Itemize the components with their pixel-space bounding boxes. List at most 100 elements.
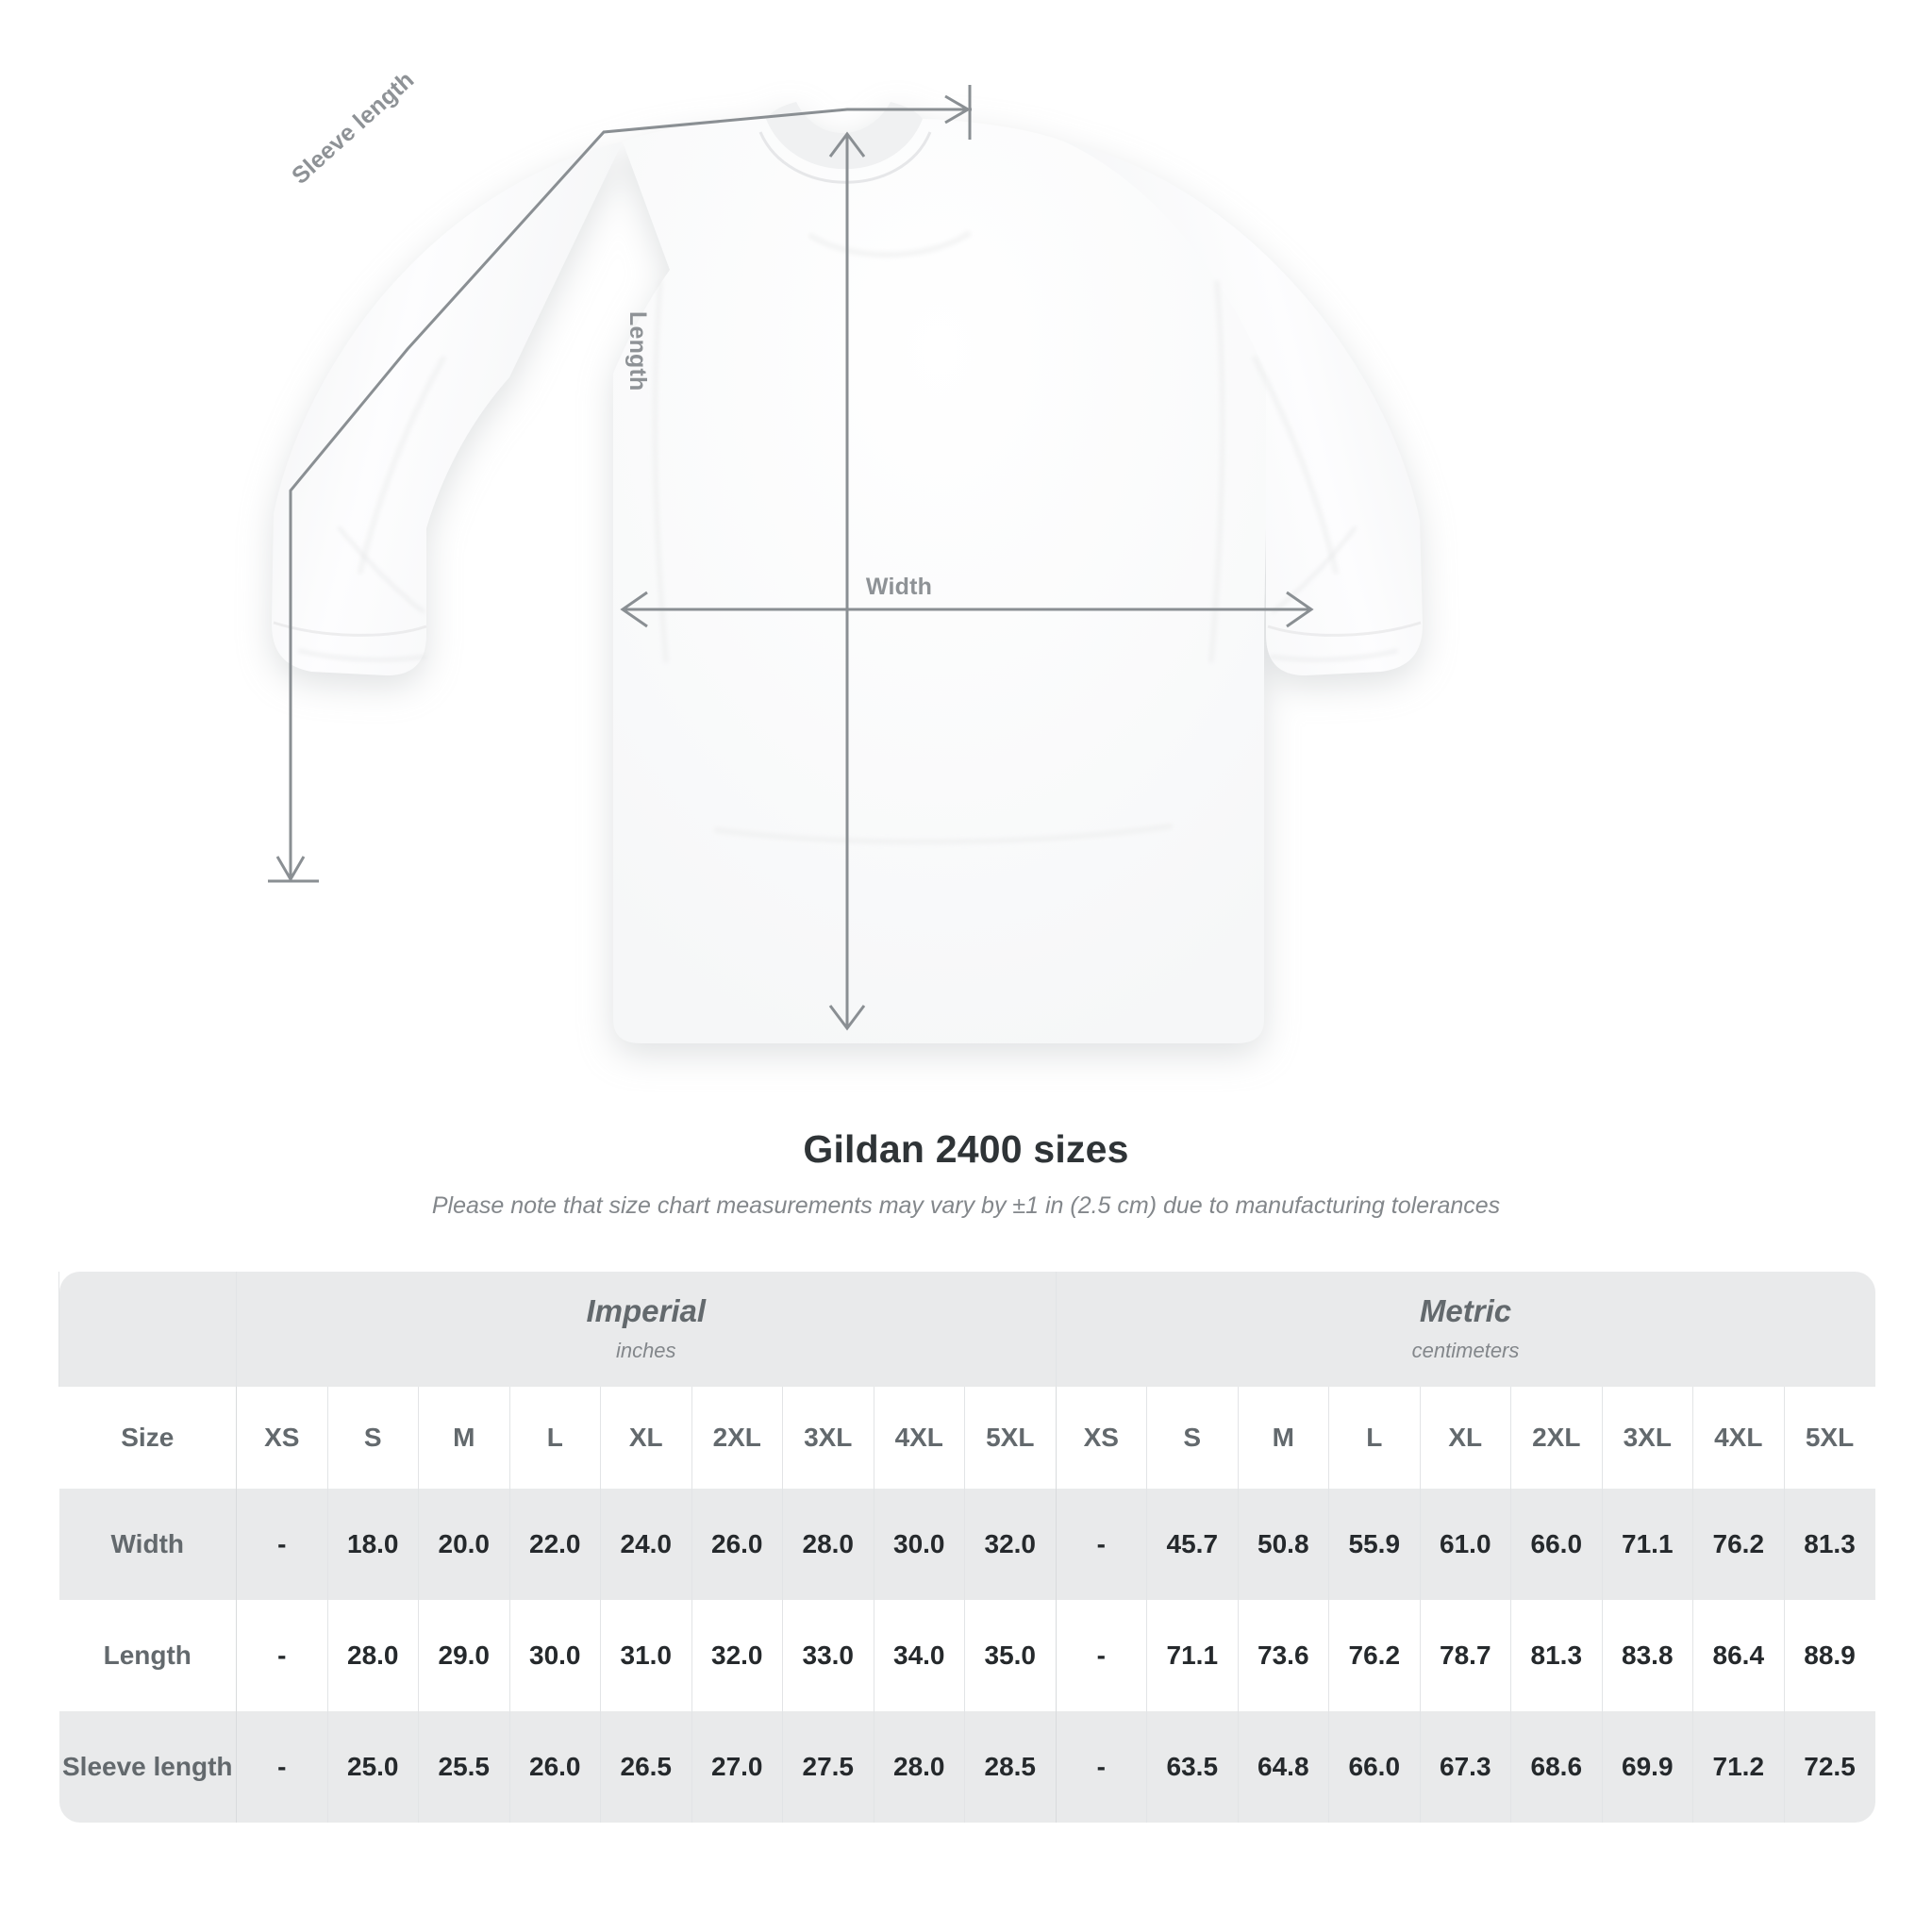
cell-sleeve-metric-3xl: 69.9 (1601, 1711, 1693, 1823)
unit-header-spacer (58, 1272, 237, 1387)
length-annotation-label: Length (625, 311, 651, 391)
size-header-metric-s: S (1146, 1387, 1239, 1489)
size-header-metric-m: M (1237, 1387, 1329, 1489)
cell-length-metric-4xl: 86.4 (1692, 1600, 1785, 1711)
title-block: Gildan 2400 sizes Please note that size … (0, 1127, 1932, 1220)
cell-sleeve-metric-s: 63.5 (1146, 1711, 1239, 1823)
cell-width-imperial-l: 22.0 (508, 1489, 601, 1600)
size-chart-table: Imperial inches Metric centimeters Size … (58, 1272, 1875, 1823)
cell-length-metric-xl: 78.7 (1419, 1600, 1511, 1711)
sleeve-length-guide-line (289, 108, 972, 881)
cell-length-imperial-2xl: 32.0 (691, 1600, 783, 1711)
cell-width-metric-xs: - (1055, 1489, 1147, 1600)
cell-sleeve-imperial-5xl: 28.5 (964, 1711, 1057, 1823)
cell-sleeve-imperial-2xl: 27.0 (691, 1711, 783, 1823)
size-header-imperial-l: L (508, 1387, 601, 1489)
table-row: Width - 18.0 20.0 22.0 24.0 26.0 28.0 30… (58, 1489, 1875, 1600)
table-row: Length - 28.0 29.0 30.0 31.0 32.0 33.0 3… (58, 1600, 1875, 1711)
cell-length-metric-2xl: 81.3 (1510, 1600, 1603, 1711)
long-sleeve-shirt-svg (268, 85, 1423, 1043)
row-label-width: Width (58, 1489, 237, 1600)
cell-length-metric-5xl: 88.9 (1783, 1600, 1875, 1711)
cell-length-metric-s: 71.1 (1146, 1600, 1239, 1711)
size-header-imperial-s: S (326, 1387, 419, 1489)
cell-length-imperial-3xl: 33.0 (782, 1600, 874, 1711)
cell-width-metric-m: 50.8 (1237, 1489, 1329, 1600)
cell-width-imperial-m: 20.0 (418, 1489, 509, 1600)
sleeve-guide-bottom-arrow (275, 856, 306, 882)
cell-length-imperial-5xl: 35.0 (964, 1600, 1057, 1711)
cell-width-imperial-4xl: 30.0 (873, 1489, 965, 1600)
cell-width-imperial-s: 18.0 (326, 1489, 419, 1600)
cell-length-imperial-s: 28.0 (326, 1600, 419, 1711)
unit-group-metric-sub: centimeters (1411, 1339, 1520, 1362)
length-guide-bottom-arrow (828, 1005, 866, 1031)
cell-length-metric-l: 76.2 (1328, 1600, 1421, 1711)
size-header-imperial-5xl: 5XL (964, 1387, 1057, 1489)
unit-group-imperial-sub: inches (615, 1339, 676, 1362)
size-header-metric-5xl: 5XL (1783, 1387, 1875, 1489)
cell-width-metric-5xl: 81.3 (1783, 1489, 1875, 1600)
cell-width-metric-s: 45.7 (1146, 1489, 1239, 1600)
size-header-imperial-2xl: 2XL (691, 1387, 783, 1489)
cell-length-metric-m: 73.6 (1237, 1600, 1329, 1711)
cell-sleeve-imperial-xl: 26.5 (600, 1711, 691, 1823)
cell-length-imperial-m: 29.0 (418, 1600, 509, 1711)
cell-sleeve-metric-m: 64.8 (1237, 1711, 1329, 1823)
cell-width-metric-xl: 61.0 (1419, 1489, 1511, 1600)
cell-width-imperial-5xl: 32.0 (964, 1489, 1057, 1600)
cell-sleeve-imperial-l: 26.0 (508, 1711, 601, 1823)
unit-group-imperial: Imperial inches (236, 1272, 1057, 1387)
cell-sleeve-imperial-xs: - (236, 1711, 327, 1823)
cell-length-imperial-xs: - (236, 1600, 327, 1711)
cell-sleeve-imperial-3xl: 27.5 (782, 1711, 874, 1823)
size-header-metric-xs: XS (1055, 1387, 1147, 1489)
cell-width-imperial-xs: - (236, 1489, 327, 1600)
width-annotation-label: Width (865, 574, 933, 600)
size-header-metric-4xl: 4XL (1692, 1387, 1785, 1489)
fabric-folds (358, 231, 1339, 845)
cell-sleeve-metric-5xl: 72.5 (1783, 1711, 1875, 1823)
cell-width-imperial-xl: 24.0 (600, 1489, 691, 1600)
cell-width-imperial-3xl: 28.0 (782, 1489, 874, 1600)
size-header-imperial-3xl: 3XL (782, 1387, 874, 1489)
size-header-row: Size XS S M L XL 2XL 3XL 4XL 5XL XS S M … (58, 1387, 1875, 1489)
cell-length-metric-3xl: 83.8 (1601, 1600, 1693, 1711)
garment-illustration: Sleeve length Length Width (268, 66, 1423, 1043)
shirt-body-group (272, 102, 1423, 1043)
cell-sleeve-metric-l: 66.0 (1328, 1711, 1421, 1823)
unit-group-metric-name: Metric (1419, 1293, 1512, 1328)
cell-length-imperial-4xl: 34.0 (873, 1600, 965, 1711)
cell-sleeve-metric-xs: - (1055, 1711, 1147, 1823)
unit-group-metric: Metric centimeters (1055, 1272, 1875, 1387)
sleeve-guide-top-arrow (944, 94, 971, 125)
cell-length-imperial-l: 30.0 (508, 1600, 601, 1711)
cell-sleeve-metric-4xl: 71.2 (1692, 1711, 1785, 1823)
width-guide-left-arrow (620, 591, 648, 628)
cell-width-metric-l: 55.9 (1328, 1489, 1421, 1600)
size-header-imperial-m: M (418, 1387, 509, 1489)
cell-sleeve-metric-xl: 67.3 (1419, 1711, 1511, 1823)
size-header-metric-xl: XL (1419, 1387, 1511, 1489)
cell-sleeve-imperial-s: 25.0 (326, 1711, 419, 1823)
length-guide-top-arrow (828, 131, 866, 158)
size-header-imperial-4xl: 4XL (873, 1387, 965, 1489)
row-label-length: Length (58, 1600, 237, 1711)
cell-length-imperial-xl: 31.0 (600, 1600, 691, 1711)
unit-group-imperial-name: Imperial (586, 1293, 707, 1328)
cell-sleeve-imperial-m: 25.5 (418, 1711, 509, 1823)
size-header-imperial-xl: XL (600, 1387, 691, 1489)
cell-width-imperial-2xl: 26.0 (691, 1489, 783, 1600)
size-header-metric-2xl: 2XL (1510, 1387, 1603, 1489)
cell-sleeve-imperial-4xl: 28.0 (873, 1711, 965, 1823)
width-guide-right-arrow (1286, 591, 1314, 628)
cell-length-metric-xs: - (1055, 1600, 1147, 1711)
measurement-guides (268, 85, 1314, 1031)
cell-width-metric-3xl: 71.1 (1601, 1489, 1693, 1600)
unit-header-row: Imperial inches Metric centimeters (58, 1272, 1875, 1387)
cell-sleeve-metric-2xl: 68.6 (1510, 1711, 1603, 1823)
size-table-container: Imperial inches Metric centimeters Size … (58, 1272, 1875, 1823)
size-header-metric-3xl: 3XL (1601, 1387, 1693, 1489)
row-label-sleeve-length: Sleeve length (58, 1711, 237, 1823)
